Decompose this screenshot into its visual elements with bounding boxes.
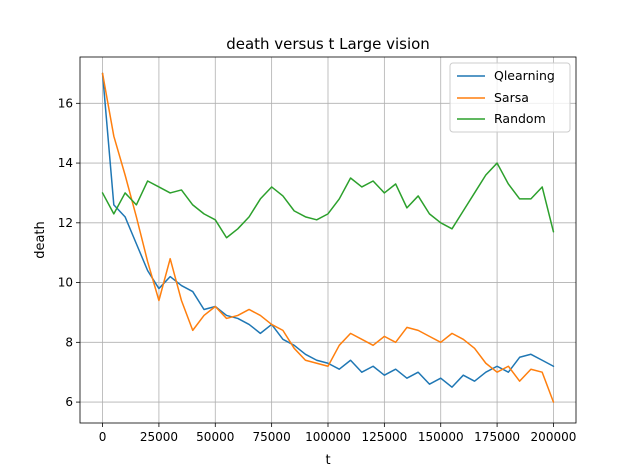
legend-label-random: Random [494, 111, 546, 126]
x-tick-label: 125000 [361, 430, 407, 444]
series-line-qlearning [101, 72, 555, 388]
x-tick-label: 75000 [253, 430, 291, 444]
y-tick-label: 16 [58, 96, 73, 110]
x-tick-label: 175000 [474, 430, 520, 444]
x-tick-label: 150000 [418, 430, 464, 444]
x-axis-label: t [325, 453, 330, 468]
x-tick-label: 0 [99, 430, 107, 444]
x-tick-label: 25000 [140, 430, 178, 444]
grid [80, 57, 576, 423]
y-tick-label: 10 [58, 276, 73, 290]
y-axis-label: death [33, 221, 48, 259]
chart-title: death versus t Large vision [226, 35, 430, 53]
legend-label-qlearning: Qlearning [494, 68, 555, 83]
series-lines [101, 72, 555, 403]
y-tick-label: 8 [65, 335, 73, 349]
legend-label-sarsa: Sarsa [494, 90, 529, 105]
series-line-random [101, 162, 555, 239]
y-axis-ticks: 6 8 10 12 14 16 [58, 96, 80, 409]
y-tick-label: 6 [65, 395, 73, 409]
legend: Qlearning Sarsa Random [449, 62, 571, 133]
x-tick-label: 200000 [531, 430, 577, 444]
x-tick-label: 100000 [305, 430, 351, 444]
x-axis-ticks: 0 25000 50000 75000 100000 125000 150000 175000… [99, 423, 577, 444]
y-tick-label: 12 [58, 216, 73, 230]
legend-box [449, 62, 571, 133]
y-tick-label: 14 [58, 156, 73, 170]
series-line-sarsa [101, 72, 555, 403]
x-tick-label: 50000 [196, 430, 234, 444]
